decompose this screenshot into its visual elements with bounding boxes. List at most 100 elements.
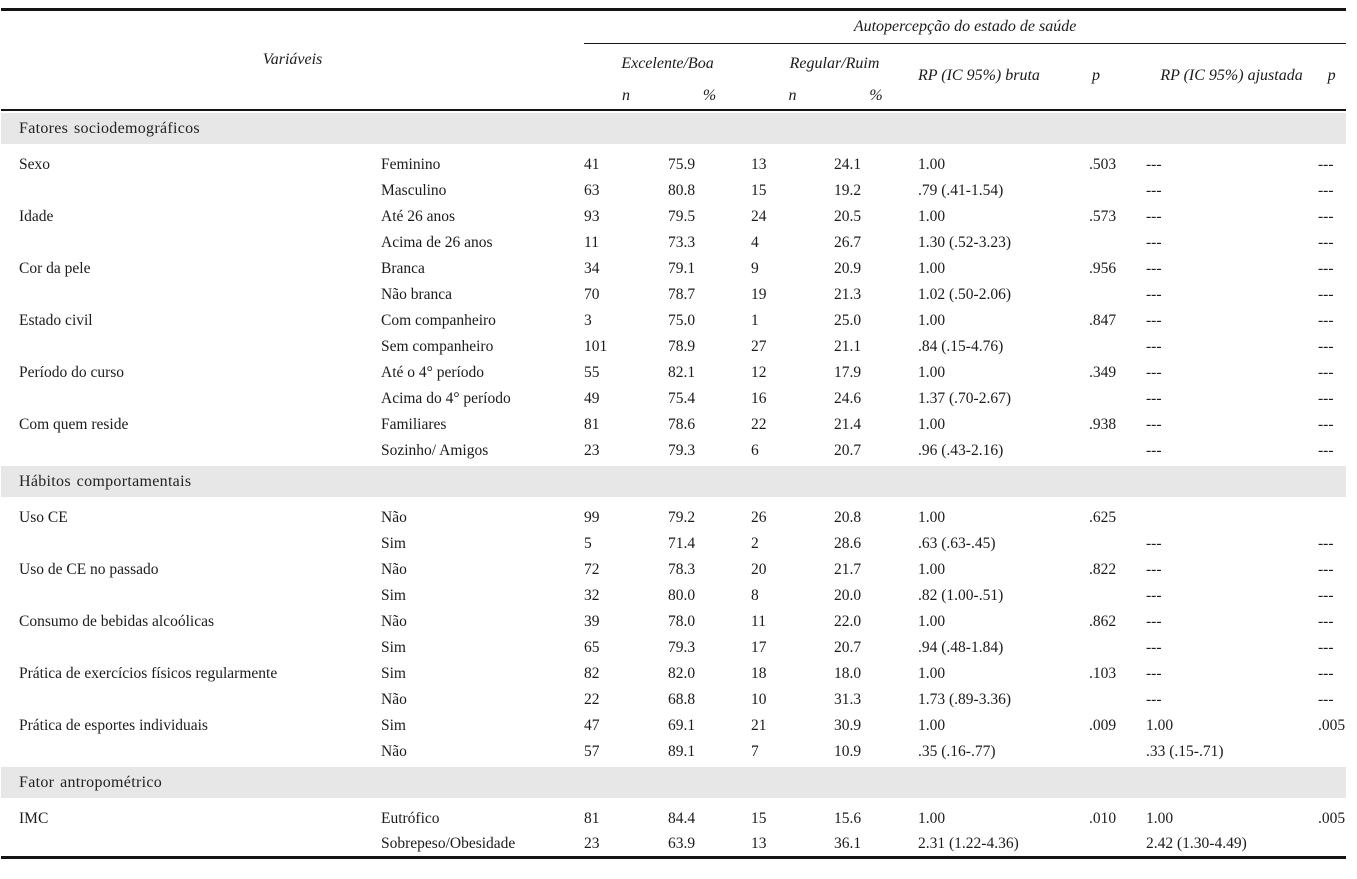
cell-p-ajustada: --- xyxy=(1318,690,1334,708)
cell-p-bruta xyxy=(1089,178,1146,204)
cell-n-excelente: 65 xyxy=(584,638,600,656)
cell-category: Sim xyxy=(381,586,406,604)
cell-pct-regular: 20.5 xyxy=(834,207,862,225)
cell-pct-regular: 20.8 xyxy=(834,508,862,526)
cell-p-ajustada: .005 xyxy=(1318,809,1346,827)
cell-category: Sim xyxy=(381,638,406,656)
cell-p-ajustada: --- xyxy=(1318,155,1334,173)
cell-p-ajustada: --- xyxy=(1318,664,1334,682)
cell-p-bruta xyxy=(1089,438,1146,464)
cell-p-bruta xyxy=(1089,635,1146,661)
cell-rp-ajustada: 1.00 xyxy=(1146,716,1174,734)
cell-variable xyxy=(1,635,381,661)
cell-p-bruta xyxy=(1089,230,1146,256)
cell-rp-ajustada xyxy=(1146,505,1317,531)
cell-p-bruta: .956 xyxy=(1089,259,1117,277)
table-row: Sobrepeso/Obesidade 23 63.9 13 36.1 2.31 (1.2… xyxy=(1,832,1346,858)
cell-p-ajustada: --- xyxy=(1318,311,1334,329)
cell-p-ajustada: --- xyxy=(1318,337,1334,355)
cell-pct-excelente: 89.1 xyxy=(668,742,696,760)
cell-pct-excelente: 84.4 xyxy=(668,809,696,827)
cell-category: Masculino xyxy=(381,181,447,199)
subheader-pct-regular: % xyxy=(869,87,883,104)
cell-n-regular: 2 xyxy=(751,534,759,552)
cell-pct-regular: 28.6 xyxy=(834,534,862,552)
cell-p-ajustada: .005 xyxy=(1318,716,1346,734)
cell-variable xyxy=(1,386,381,412)
cell-category: Até o 4° período xyxy=(381,363,485,381)
cell-n-excelente: 93 xyxy=(584,207,600,225)
cell-category: Acima de 26 anos xyxy=(381,233,493,251)
table-row: Uso CE Não 99 79.2 26 20.8 1.00 .625 xyxy=(1,505,1346,531)
cell-n-excelente: 81 xyxy=(584,809,600,827)
cell-rp-ajustada: --- xyxy=(1146,155,1162,173)
cell-rp-ajustada: --- xyxy=(1146,207,1162,225)
cell-p-ajustada: --- xyxy=(1318,207,1334,225)
cell-pct-regular: 20.9 xyxy=(834,259,862,277)
cell-n-regular: 16 xyxy=(751,389,767,407)
cell-variable xyxy=(1,438,381,464)
cell-rp-bruta: 1.00 xyxy=(918,311,946,329)
header-row-groups: Excelente/Boa Regular/Ruim RP (IC 95%) b… xyxy=(1,44,1346,85)
cell-n-regular: 15 xyxy=(751,809,767,827)
col-header-rp-ajustada: RP (IC 95%) ajustada xyxy=(1160,66,1303,84)
cell-pct-regular: 24.1 xyxy=(834,155,862,173)
cell-n-excelente: 34 xyxy=(584,259,600,277)
table-body: Fatores sociodemográficos Sexo Feminino 41 7… xyxy=(1,110,1347,858)
cell-rp-ajustada: .33 (.15-.71) xyxy=(1146,742,1224,760)
cell-variable xyxy=(1,178,381,204)
cell-category: Sozinho/ Amigos xyxy=(381,441,489,459)
table-row: Prática de esportes individuais Sim 47 69.1… xyxy=(1,713,1346,739)
cell-variable xyxy=(1,739,381,765)
cell-pct-regular: 21.1 xyxy=(834,337,862,355)
cell-n-regular: 7 xyxy=(751,742,759,760)
cell-category: Sim xyxy=(381,716,406,734)
cell-rp-ajustada: --- xyxy=(1146,259,1162,277)
cell-rp-ajustada: --- xyxy=(1146,389,1162,407)
cell-pct-regular: 18.0 xyxy=(834,664,862,682)
col-header-rp-bruta: RP (IC 95%) bruta xyxy=(918,67,1040,85)
cell-pct-excelente: 80.0 xyxy=(668,586,696,604)
table-row: Cor da pele Branca 34 79.1 9 20.9 1.00 .956 --- -… xyxy=(1,256,1346,282)
cell-p-bruta: .847 xyxy=(1089,311,1117,329)
cell-p-bruta: .009 xyxy=(1089,716,1117,734)
cell-p-bruta xyxy=(1089,334,1146,360)
cell-rp-bruta: .63 (.63-.45) xyxy=(918,534,996,552)
cell-n-excelente: 72 xyxy=(584,560,600,578)
cell-category: Branca xyxy=(381,259,425,277)
cell-pct-excelente: 82.0 xyxy=(668,664,696,682)
cell-category: Sobrepeso/Obesidade xyxy=(381,834,516,852)
cell-pct-excelente: 78.3 xyxy=(668,560,696,578)
section-title: Fator antropométrico xyxy=(1,766,1347,798)
cell-n-excelente: 63 xyxy=(584,181,600,199)
cell-p-bruta: .625 xyxy=(1089,508,1117,526)
cell-p-bruta: .822 xyxy=(1089,560,1117,578)
cell-variable: Cor da pele xyxy=(19,259,91,277)
cell-rp-ajustada: --- xyxy=(1146,181,1162,199)
subheader-n-regular: n xyxy=(788,87,797,104)
section-row: Fatores sociodemográficos xyxy=(1,110,1347,152)
cell-n-regular: 9 xyxy=(751,259,759,277)
cell-rp-bruta: .94 (.48-1.84) xyxy=(918,638,1004,656)
cell-pct-regular: 21.3 xyxy=(834,285,862,303)
cell-rp-bruta: 1.02 (.50-2.06) xyxy=(918,285,1012,303)
cell-variable xyxy=(1,583,381,609)
section-band: Fatores sociodemográficos xyxy=(1,110,1347,152)
cell-p-ajustada: --- xyxy=(1318,389,1334,407)
cell-p-ajustada: --- xyxy=(1318,612,1334,630)
section-band: Fator antropométrico xyxy=(1,765,1347,806)
cell-p-ajustada: --- xyxy=(1318,233,1334,251)
header-row-sub: n % n % xyxy=(1,84,1346,110)
cell-n-regular: 12 xyxy=(751,363,767,381)
header-row-top: Variáveis Autopercepção do estado de saú… xyxy=(1,9,1347,68)
cell-pct-excelente: 75.4 xyxy=(668,389,696,407)
cell-rp-ajustada: --- xyxy=(1146,415,1162,433)
cell-pct-regular: 25.0 xyxy=(834,311,862,329)
cell-pct-excelente: 79.3 xyxy=(668,441,696,459)
cell-rp-ajustada: --- xyxy=(1146,638,1162,656)
cell-category: Não branca xyxy=(381,285,452,303)
section-band: Hábitos comportamentais xyxy=(1,464,1347,505)
cell-category: Não xyxy=(381,742,407,760)
cell-rp-bruta: 1.00 xyxy=(918,207,946,225)
cell-n-regular: 27 xyxy=(751,337,767,355)
